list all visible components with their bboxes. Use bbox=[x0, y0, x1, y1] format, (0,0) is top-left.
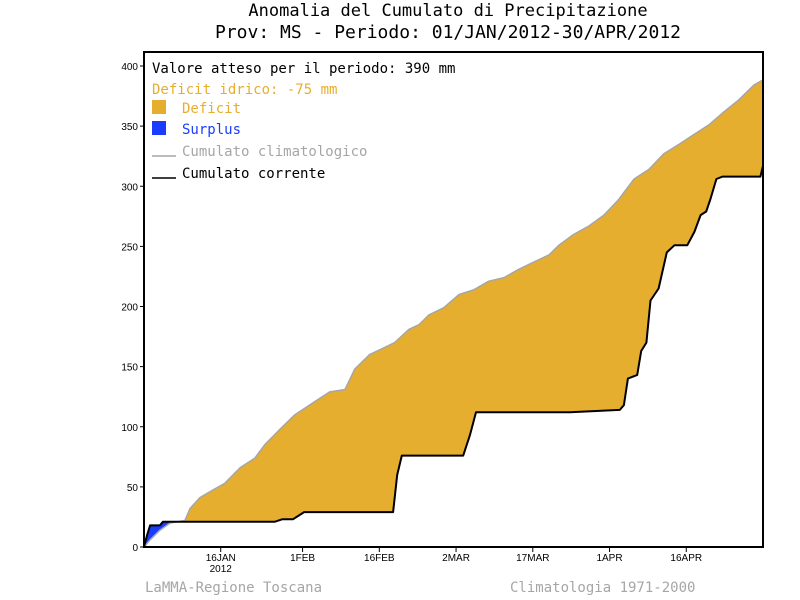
x-tick-label: 16FEB bbox=[364, 553, 395, 564]
anomaly-fills bbox=[144, 80, 762, 548]
footer-climatology: Climatologia 1971-2000 bbox=[510, 580, 696, 596]
legend-label-climatological: Cumulato climatologico bbox=[182, 144, 367, 160]
series-lines bbox=[143, 79, 764, 548]
y-tick-label: 100 bbox=[121, 423, 138, 434]
legend-swatch-surplus bbox=[152, 121, 166, 135]
climatological-line bbox=[143, 79, 763, 548]
x-tick-label: 16JAN bbox=[206, 553, 236, 564]
y-tick-label: 350 bbox=[121, 122, 138, 133]
legend-label-surplus: Surplus bbox=[182, 122, 241, 138]
y-tick-label: 250 bbox=[121, 242, 138, 253]
x-tick-label: 16APR bbox=[670, 553, 702, 564]
legend-swatch-deficit bbox=[152, 100, 166, 114]
current-line bbox=[143, 165, 764, 548]
x-tick-label: 1FEB bbox=[290, 553, 315, 564]
y-axis: 0 50 100 150 200 250 300 350 400 bbox=[121, 62, 144, 554]
footer-credit: LaMMA-Regione Toscana bbox=[145, 580, 323, 596]
y-tick-label: 200 bbox=[121, 303, 138, 314]
y-tick-label: 150 bbox=[121, 363, 138, 374]
x-tick-label: 2MAR bbox=[442, 553, 470, 564]
expected-value-annotation: Valore atteso per il periodo: 390 mm bbox=[152, 61, 455, 77]
chart-title: Anomalia del Cumulato di Precipitazione bbox=[248, 1, 648, 21]
y-tick-label: 300 bbox=[121, 182, 138, 193]
x-tick-sublabel: 2012 bbox=[210, 564, 233, 575]
chart-subtitle: Prov: MS - Periodo: 01/JAN/2012-30/APR/2… bbox=[215, 22, 681, 43]
x-tick-label: 1APR bbox=[596, 553, 622, 564]
plot-frame bbox=[143, 51, 764, 548]
legend-label-deficit: Deficit bbox=[182, 101, 241, 117]
deficit-area bbox=[144, 80, 762, 548]
y-tick-label: 400 bbox=[121, 62, 138, 73]
legend-label-current: Cumulato corrente bbox=[182, 166, 325, 182]
y-tick-label: 0 bbox=[132, 543, 138, 554]
x-tick-label: 17MAR bbox=[516, 553, 549, 564]
legend: Valore atteso per il periodo: 390 mm Def… bbox=[152, 61, 455, 182]
deficit-annotation: Deficit idrico: -75 mm bbox=[152, 82, 337, 98]
y-tick-label: 50 bbox=[127, 483, 139, 494]
